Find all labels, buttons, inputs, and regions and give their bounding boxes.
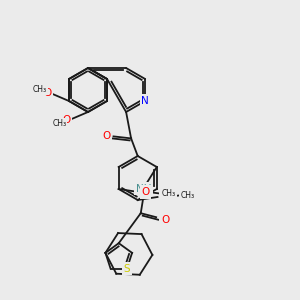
Text: CH₃: CH₃ xyxy=(33,85,47,94)
Text: O: O xyxy=(160,192,169,202)
Text: NH: NH xyxy=(136,184,152,194)
Text: CH₃: CH₃ xyxy=(180,190,195,200)
Text: O: O xyxy=(44,88,52,98)
Text: O: O xyxy=(62,115,71,124)
Text: N: N xyxy=(141,96,149,106)
Text: CH₃: CH₃ xyxy=(161,190,176,199)
Text: CH₃: CH₃ xyxy=(52,119,66,128)
Text: O: O xyxy=(141,187,150,197)
Text: O: O xyxy=(102,131,111,141)
Text: S: S xyxy=(124,263,130,274)
Text: O: O xyxy=(161,215,169,225)
